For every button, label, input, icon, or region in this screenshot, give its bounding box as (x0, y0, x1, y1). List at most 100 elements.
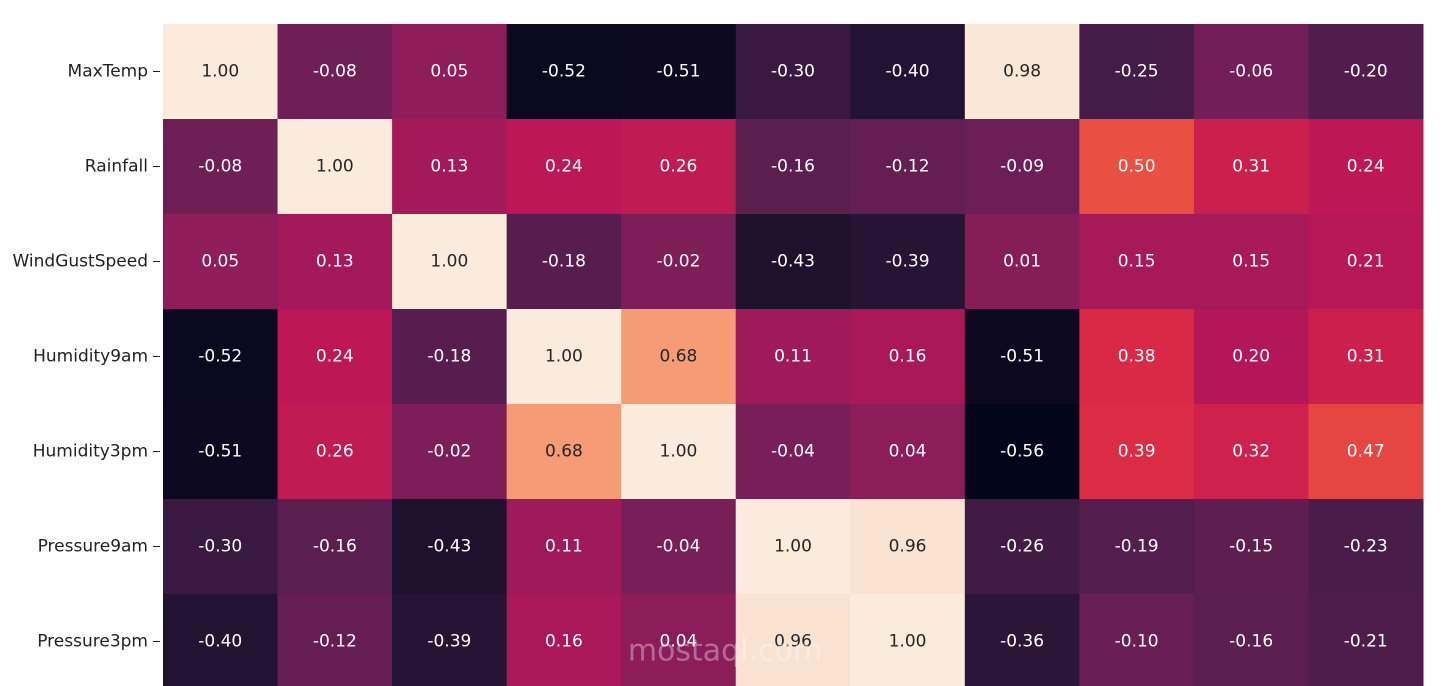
cell-label: 0.96 (774, 632, 812, 652)
heatmap-cell (1079, 119, 1195, 215)
cell-label: 0.15 (1232, 252, 1270, 272)
cell-label: -0.16 (313, 537, 357, 557)
cell-label: 0.31 (1232, 157, 1270, 177)
heatmap-cell (163, 594, 279, 686)
cell-label: -0.51 (198, 442, 242, 462)
heatmap-cell (1308, 214, 1424, 310)
cell-label: 0.16 (545, 632, 583, 652)
heatmap-cell (506, 309, 622, 405)
heatmap-cell (621, 214, 737, 310)
cell-label: -0.43 (427, 537, 471, 557)
heatmap-cell (1308, 24, 1424, 120)
heatmap-cell (1079, 404, 1195, 500)
cell-label: 1.00 (889, 632, 927, 652)
heatmap-cell (850, 214, 966, 310)
heatmap-cell (735, 119, 851, 215)
heatmap-cell (1308, 119, 1424, 215)
cell-label: -0.04 (771, 442, 815, 462)
heatmap-cell (621, 119, 737, 215)
heatmap-cell (506, 119, 622, 215)
y-tick-label: Humidity3pm (33, 442, 148, 462)
heatmap-cell (735, 594, 851, 686)
cell-label: 0.21 (1347, 252, 1385, 272)
cell-label: -0.52 (542, 62, 586, 82)
heatmap-cell (392, 214, 508, 310)
heatmap-cell (1308, 499, 1424, 595)
cell-label: -0.30 (771, 62, 815, 82)
heatmap-cell (964, 24, 1080, 120)
cell-label: 0.98 (1003, 62, 1041, 82)
heatmap-cell (163, 404, 279, 500)
heatmap-cell (964, 309, 1080, 405)
cell-label: -0.23 (1344, 537, 1388, 557)
y-tick-label: MaxTemp (68, 62, 148, 82)
cell-label: 0.96 (889, 537, 927, 557)
cell-label: 0.24 (1347, 157, 1385, 177)
cell-label: 0.24 (316, 347, 354, 367)
heatmap-cell (964, 594, 1080, 686)
cell-label: 0.04 (660, 632, 698, 652)
cell-label: -0.56 (1000, 442, 1044, 462)
heatmap-cell (964, 119, 1080, 215)
cell-label: -0.06 (1229, 62, 1273, 82)
heatmap-cell (163, 24, 279, 120)
heatmap-cell (392, 499, 508, 595)
cell-label: 0.39 (1118, 442, 1156, 462)
heatmap-cell (506, 594, 622, 686)
heatmap-cell (163, 499, 279, 595)
heatmap-cell (1193, 499, 1309, 595)
heatmap-cell (735, 499, 851, 595)
cell-label: 1.00 (430, 252, 468, 272)
cell-label: 1.00 (316, 157, 354, 177)
cell-label: -0.30 (198, 537, 242, 557)
heatmap-cell (621, 24, 737, 120)
cell-label: -0.25 (1115, 62, 1159, 82)
cell-label: 0.20 (1232, 347, 1270, 367)
cell-label: 0.24 (545, 157, 583, 177)
cell-label: -0.39 (427, 632, 471, 652)
heatmap-cell (506, 24, 622, 120)
cell-label: 0.32 (1232, 442, 1270, 462)
cell-label: -0.10 (1115, 632, 1159, 652)
heatmap-cell (506, 499, 622, 595)
cell-label: 1.00 (201, 62, 239, 82)
cell-label: 0.50 (1118, 157, 1156, 177)
y-tick-label: WindGustSpeed (13, 252, 149, 272)
heatmap-cell (163, 214, 279, 310)
cell-label: -0.51 (1000, 347, 1044, 367)
heatmap-cell (735, 404, 851, 500)
cell-label: -0.52 (198, 347, 242, 367)
heatmap-cell (277, 499, 393, 595)
cell-label: 0.05 (430, 62, 468, 82)
cell-label: 0.13 (430, 157, 468, 177)
cell-label: -0.16 (1229, 632, 1273, 652)
heatmap-cell (277, 594, 393, 686)
cell-label: 0.26 (316, 442, 354, 462)
cell-label: -0.26 (1000, 537, 1044, 557)
heatmap-cell (850, 404, 966, 500)
cell-label: -0.43 (771, 252, 815, 272)
heatmap-cell (1308, 404, 1424, 500)
cell-label: 1.00 (774, 537, 812, 557)
heatmap-cell (163, 309, 279, 405)
heatmap-cell (964, 404, 1080, 500)
heatmap-cell (1079, 214, 1195, 310)
cell-label: 0.05 (201, 252, 239, 272)
cell-label: -0.21 (1344, 632, 1388, 652)
cell-label: 0.38 (1118, 347, 1156, 367)
cell-label: 0.11 (774, 347, 812, 367)
heatmap-cell (964, 499, 1080, 595)
cell-label: 0.26 (660, 157, 698, 177)
heatmap-cell (392, 594, 508, 686)
heatmap-cell (506, 404, 622, 500)
heatmap-cell (621, 594, 737, 686)
heatmap-cell (1193, 24, 1309, 120)
cell-label: -0.12 (886, 157, 930, 177)
heatmap-cell (1193, 214, 1309, 310)
cell-label: -0.12 (313, 632, 357, 652)
cell-label: -0.18 (542, 252, 586, 272)
cell-label: 1.00 (545, 347, 583, 367)
heatmap-cell (850, 499, 966, 595)
cell-label: -0.20 (1344, 62, 1388, 82)
cell-label: -0.36 (1000, 632, 1044, 652)
